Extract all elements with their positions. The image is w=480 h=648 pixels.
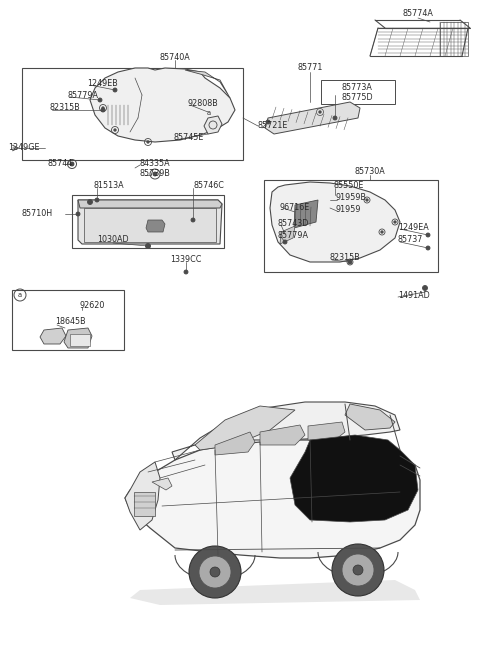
Circle shape — [353, 565, 363, 575]
Text: 85730A: 85730A — [355, 167, 385, 176]
Polygon shape — [146, 220, 165, 232]
Text: 1339CC: 1339CC — [170, 255, 202, 264]
Circle shape — [147, 141, 149, 143]
Polygon shape — [152, 478, 172, 490]
Circle shape — [154, 172, 156, 176]
Polygon shape — [125, 462, 160, 530]
Circle shape — [98, 98, 102, 102]
Text: 1249EA: 1249EA — [398, 222, 429, 231]
Circle shape — [101, 108, 105, 112]
Circle shape — [189, 546, 241, 598]
Text: 84335A: 84335A — [140, 159, 170, 167]
Polygon shape — [294, 200, 318, 228]
Polygon shape — [64, 328, 92, 348]
Text: 85740A: 85740A — [160, 52, 191, 62]
Circle shape — [199, 556, 231, 588]
Circle shape — [333, 116, 337, 120]
Text: 85743D: 85743D — [278, 218, 310, 227]
Circle shape — [422, 286, 428, 290]
Polygon shape — [204, 116, 222, 134]
Circle shape — [319, 111, 321, 113]
Polygon shape — [134, 492, 155, 516]
Circle shape — [114, 129, 116, 131]
Text: 1249GE: 1249GE — [8, 143, 39, 152]
Text: 91959: 91959 — [335, 205, 360, 214]
Text: 92808B: 92808B — [187, 98, 218, 108]
Text: 1491AD: 1491AD — [398, 290, 430, 299]
Text: 85771: 85771 — [297, 62, 323, 71]
Circle shape — [332, 544, 384, 596]
Polygon shape — [172, 402, 400, 460]
Circle shape — [349, 260, 351, 263]
Circle shape — [113, 88, 117, 92]
Circle shape — [71, 163, 73, 165]
Polygon shape — [215, 432, 255, 455]
Polygon shape — [78, 200, 222, 208]
Circle shape — [366, 199, 368, 201]
Text: 91959B: 91959B — [335, 194, 366, 202]
Circle shape — [342, 554, 374, 586]
Polygon shape — [40, 328, 66, 344]
Text: 85721E: 85721E — [258, 122, 288, 130]
Text: 85710H: 85710H — [22, 209, 53, 218]
Circle shape — [426, 246, 430, 250]
Text: 85745E: 85745E — [173, 133, 204, 143]
Polygon shape — [78, 200, 222, 244]
Circle shape — [76, 212, 80, 216]
Text: 85773A: 85773A — [342, 82, 373, 91]
Circle shape — [70, 162, 74, 166]
Circle shape — [102, 107, 104, 110]
Polygon shape — [90, 68, 235, 142]
Text: 85744: 85744 — [48, 159, 73, 167]
Text: 1249EB: 1249EB — [87, 78, 118, 87]
Text: 82315B: 82315B — [50, 104, 81, 113]
Polygon shape — [195, 406, 295, 450]
Circle shape — [283, 240, 287, 244]
Polygon shape — [260, 425, 305, 445]
Text: a: a — [207, 110, 211, 116]
Circle shape — [348, 260, 352, 264]
Text: 85779A: 85779A — [278, 231, 309, 240]
Circle shape — [381, 231, 383, 233]
Text: a: a — [18, 292, 22, 298]
Polygon shape — [280, 226, 295, 244]
Text: 81513A: 81513A — [93, 181, 124, 191]
Circle shape — [210, 567, 220, 577]
Polygon shape — [290, 435, 418, 522]
Polygon shape — [84, 208, 216, 242]
Circle shape — [153, 172, 157, 176]
Polygon shape — [265, 102, 360, 134]
Circle shape — [184, 270, 188, 274]
Circle shape — [146, 244, 150, 248]
Polygon shape — [308, 422, 345, 440]
Text: 85739B: 85739B — [140, 170, 171, 178]
Text: 85550E: 85550E — [333, 181, 363, 189]
Text: 85775D: 85775D — [342, 93, 373, 102]
Text: 96716E: 96716E — [279, 202, 309, 211]
Text: 85746C: 85746C — [193, 181, 224, 191]
Polygon shape — [185, 70, 230, 98]
Polygon shape — [345, 404, 395, 430]
Circle shape — [394, 221, 396, 223]
Text: 18645B: 18645B — [55, 318, 85, 327]
Circle shape — [266, 120, 270, 124]
Text: 85779A: 85779A — [67, 91, 98, 100]
Circle shape — [95, 198, 99, 202]
Circle shape — [191, 218, 195, 222]
Polygon shape — [125, 440, 420, 558]
Circle shape — [145, 244, 151, 248]
Text: 85774A: 85774A — [403, 10, 433, 19]
Polygon shape — [270, 182, 400, 262]
Text: 92620: 92620 — [80, 301, 106, 310]
Text: 85737: 85737 — [398, 235, 423, 244]
Polygon shape — [130, 580, 420, 605]
Circle shape — [87, 200, 93, 205]
Text: 82315B: 82315B — [329, 253, 360, 262]
Polygon shape — [70, 334, 90, 346]
Circle shape — [426, 233, 430, 237]
Text: 1030AD: 1030AD — [97, 235, 129, 244]
